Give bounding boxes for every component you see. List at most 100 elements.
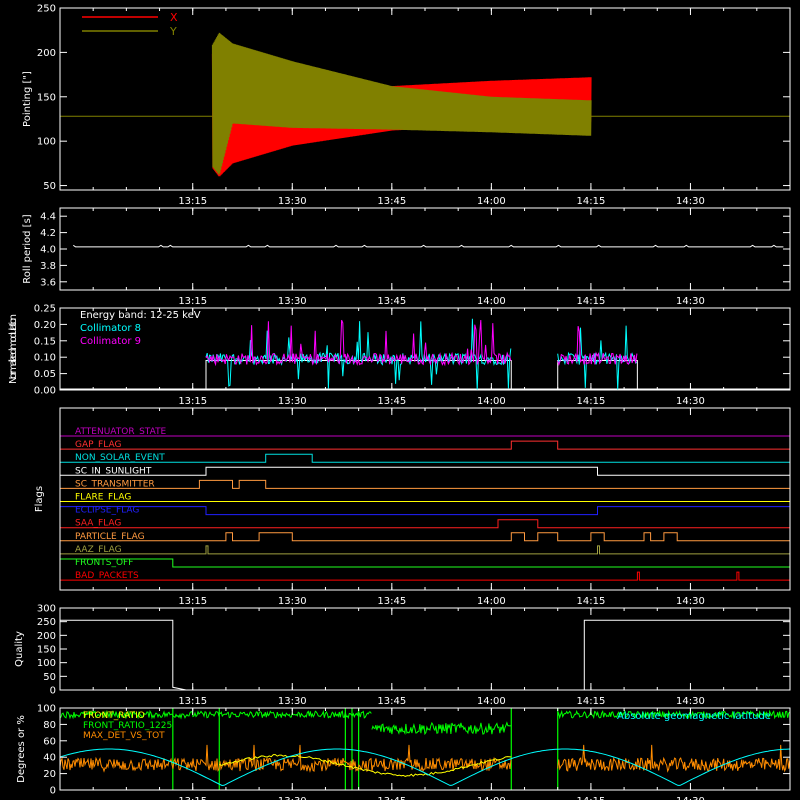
time-tick-label: 14:30 — [676, 296, 705, 307]
ratio-legend-label: FRONT_RATIO — [83, 711, 145, 721]
energy-band-annotation: Energy band: 12-25 keV — [80, 310, 201, 321]
y-tick-label: 200 — [37, 631, 56, 642]
modulation-interval-outline — [205, 359, 512, 389]
time-tick-label: 14:30 — [676, 196, 705, 207]
modulation-collimator9-series — [557, 325, 638, 367]
time-tick-label: 14:15 — [576, 596, 605, 607]
front-ratio-1225-series — [371, 721, 512, 736]
y-tick-label: 60 — [43, 736, 56, 747]
time-tick-label: 14:30 — [676, 596, 705, 607]
flag-line-non-solar-event — [60, 453, 790, 463]
flag-line-fronts-off — [59, 558, 790, 568]
flag-label: ATTENUATOR_STATE — [75, 427, 167, 437]
time-tick-label: 13:45 — [377, 396, 406, 407]
y-tick-label: 0.20 — [34, 320, 56, 331]
geomagnetic-latitude-series — [60, 748, 790, 787]
y-tick-label: 100 — [37, 704, 56, 715]
max-det-vs-tot-series — [557, 744, 790, 773]
y-tick-label: 0.25 — [34, 304, 56, 315]
quality-series — [60, 619, 790, 691]
y-tick-label: 3.6 — [40, 277, 56, 288]
time-tick-label: 13:30 — [278, 196, 307, 207]
y-tick-label: 0.15 — [34, 336, 56, 347]
y-tick-label: 100 — [37, 658, 56, 669]
flag-label: BAD_PACKETS — [75, 571, 139, 581]
y-tick-label: 80 — [43, 720, 56, 731]
y-tick-label: 0 — [50, 686, 56, 697]
y-tick-label: 0 — [50, 786, 56, 797]
time-tick-label: 13:45 — [377, 596, 406, 607]
y-tick-label: 300 — [37, 604, 56, 615]
time-tick-label: 14:00 — [477, 296, 506, 307]
flag-line-bad-packets — [60, 571, 790, 581]
y-tick-label: 200 — [37, 48, 56, 59]
y-tick-label: 20 — [43, 769, 56, 780]
time-tick-label: 13:45 — [377, 796, 406, 800]
front-ratio-1225-series — [557, 709, 790, 720]
roll-period-series — [73, 244, 784, 248]
y-tick-label: 3.8 — [40, 261, 56, 272]
time-tick-label: 13:15 — [178, 196, 207, 207]
flag-label: AAZ_FLAG — [75, 545, 122, 555]
time-tick-label: 13:30 — [278, 696, 307, 707]
time-tick-label: 14:00 — [477, 196, 506, 207]
time-tick-label: 14:30 — [676, 696, 705, 707]
time-tick-label: 13:15 — [178, 396, 207, 407]
flag-label: NON_SOLAR_EVENT — [75, 453, 165, 463]
flag-label: FRONTS_OFF — [75, 558, 133, 568]
flag-line-gap-flag — [60, 440, 790, 450]
flag-label: SC_IN_SUNLIGHT — [75, 466, 152, 476]
y-axis-label: Flags — [34, 486, 45, 512]
time-tick-label: 14:15 — [576, 396, 605, 407]
time-tick-label: 14:00 — [477, 396, 506, 407]
flag-line-particle-flag — [60, 532, 790, 542]
time-tick-label: 14:00 — [477, 596, 506, 607]
y-axis-label: Quality — [14, 631, 25, 667]
front-ratio-series — [219, 754, 512, 777]
flag-line-sc-in-sunlight — [60, 466, 790, 476]
y-tick-label: 50 — [43, 181, 56, 192]
flag-label: FLARE_FLAG — [75, 493, 131, 503]
time-tick-label: 13:15 — [178, 796, 207, 800]
time-tick-label: 13:15 — [178, 296, 207, 307]
time-tick-label: 14:15 — [576, 296, 605, 307]
time-tick-label: 13:45 — [377, 296, 406, 307]
max-det-vs-tot-series — [60, 744, 512, 773]
time-tick-label: 14:15 — [576, 196, 605, 207]
time-tick-label: 14:00 — [477, 696, 506, 707]
panel-frame — [59, 207, 791, 291]
y-tick-label: 0.00 — [34, 386, 56, 397]
y-tick-label: 250 — [37, 4, 56, 15]
flag-label: PARTICLE_FLAG — [75, 532, 145, 542]
y-tick-label: 150 — [37, 92, 56, 103]
legend-label: Y — [169, 25, 177, 38]
modulation-interval-outline — [557, 359, 638, 389]
y-tick-label: 150 — [37, 645, 56, 656]
flag-line-eclipse-flag — [59, 506, 791, 516]
y-tick-label: 250 — [37, 617, 56, 628]
time-tick-label: 13:30 — [278, 796, 307, 800]
flag-line-saa-flag — [60, 519, 790, 529]
front-ratio-1225-series — [219, 709, 372, 719]
time-tick-label: 14:30 — [676, 796, 705, 800]
panel-frame — [59, 407, 791, 591]
time-tick-label: 13:45 — [377, 196, 406, 207]
pointing-series-y — [211, 32, 592, 175]
time-tick-label: 13:30 — [278, 396, 307, 407]
flag-line-sc-transmitter — [60, 479, 790, 489]
y-tick-label: 100 — [37, 137, 56, 148]
time-tick-label: 14:15 — [576, 696, 605, 707]
legend-label: X — [170, 11, 178, 24]
y-tick-label: 4.4 — [40, 212, 56, 223]
legend-collimator8: Collimator 8 — [80, 323, 141, 334]
legend-collimator9: Collimator 9 — [80, 336, 141, 347]
flag-line-aaz-flag — [60, 545, 790, 555]
y-tick-label: 0.10 — [34, 353, 56, 364]
time-tick-label: 14:30 — [676, 396, 705, 407]
y-tick-label: 40 — [43, 753, 56, 764]
time-tick-label: 13:15 — [178, 696, 207, 707]
geomag-legend-label: Absolute geomagnetic latitude — [617, 711, 771, 722]
y-axis-label: Pointing ["] — [22, 71, 33, 127]
flag-label: SC_TRANSMITTER — [75, 479, 155, 489]
